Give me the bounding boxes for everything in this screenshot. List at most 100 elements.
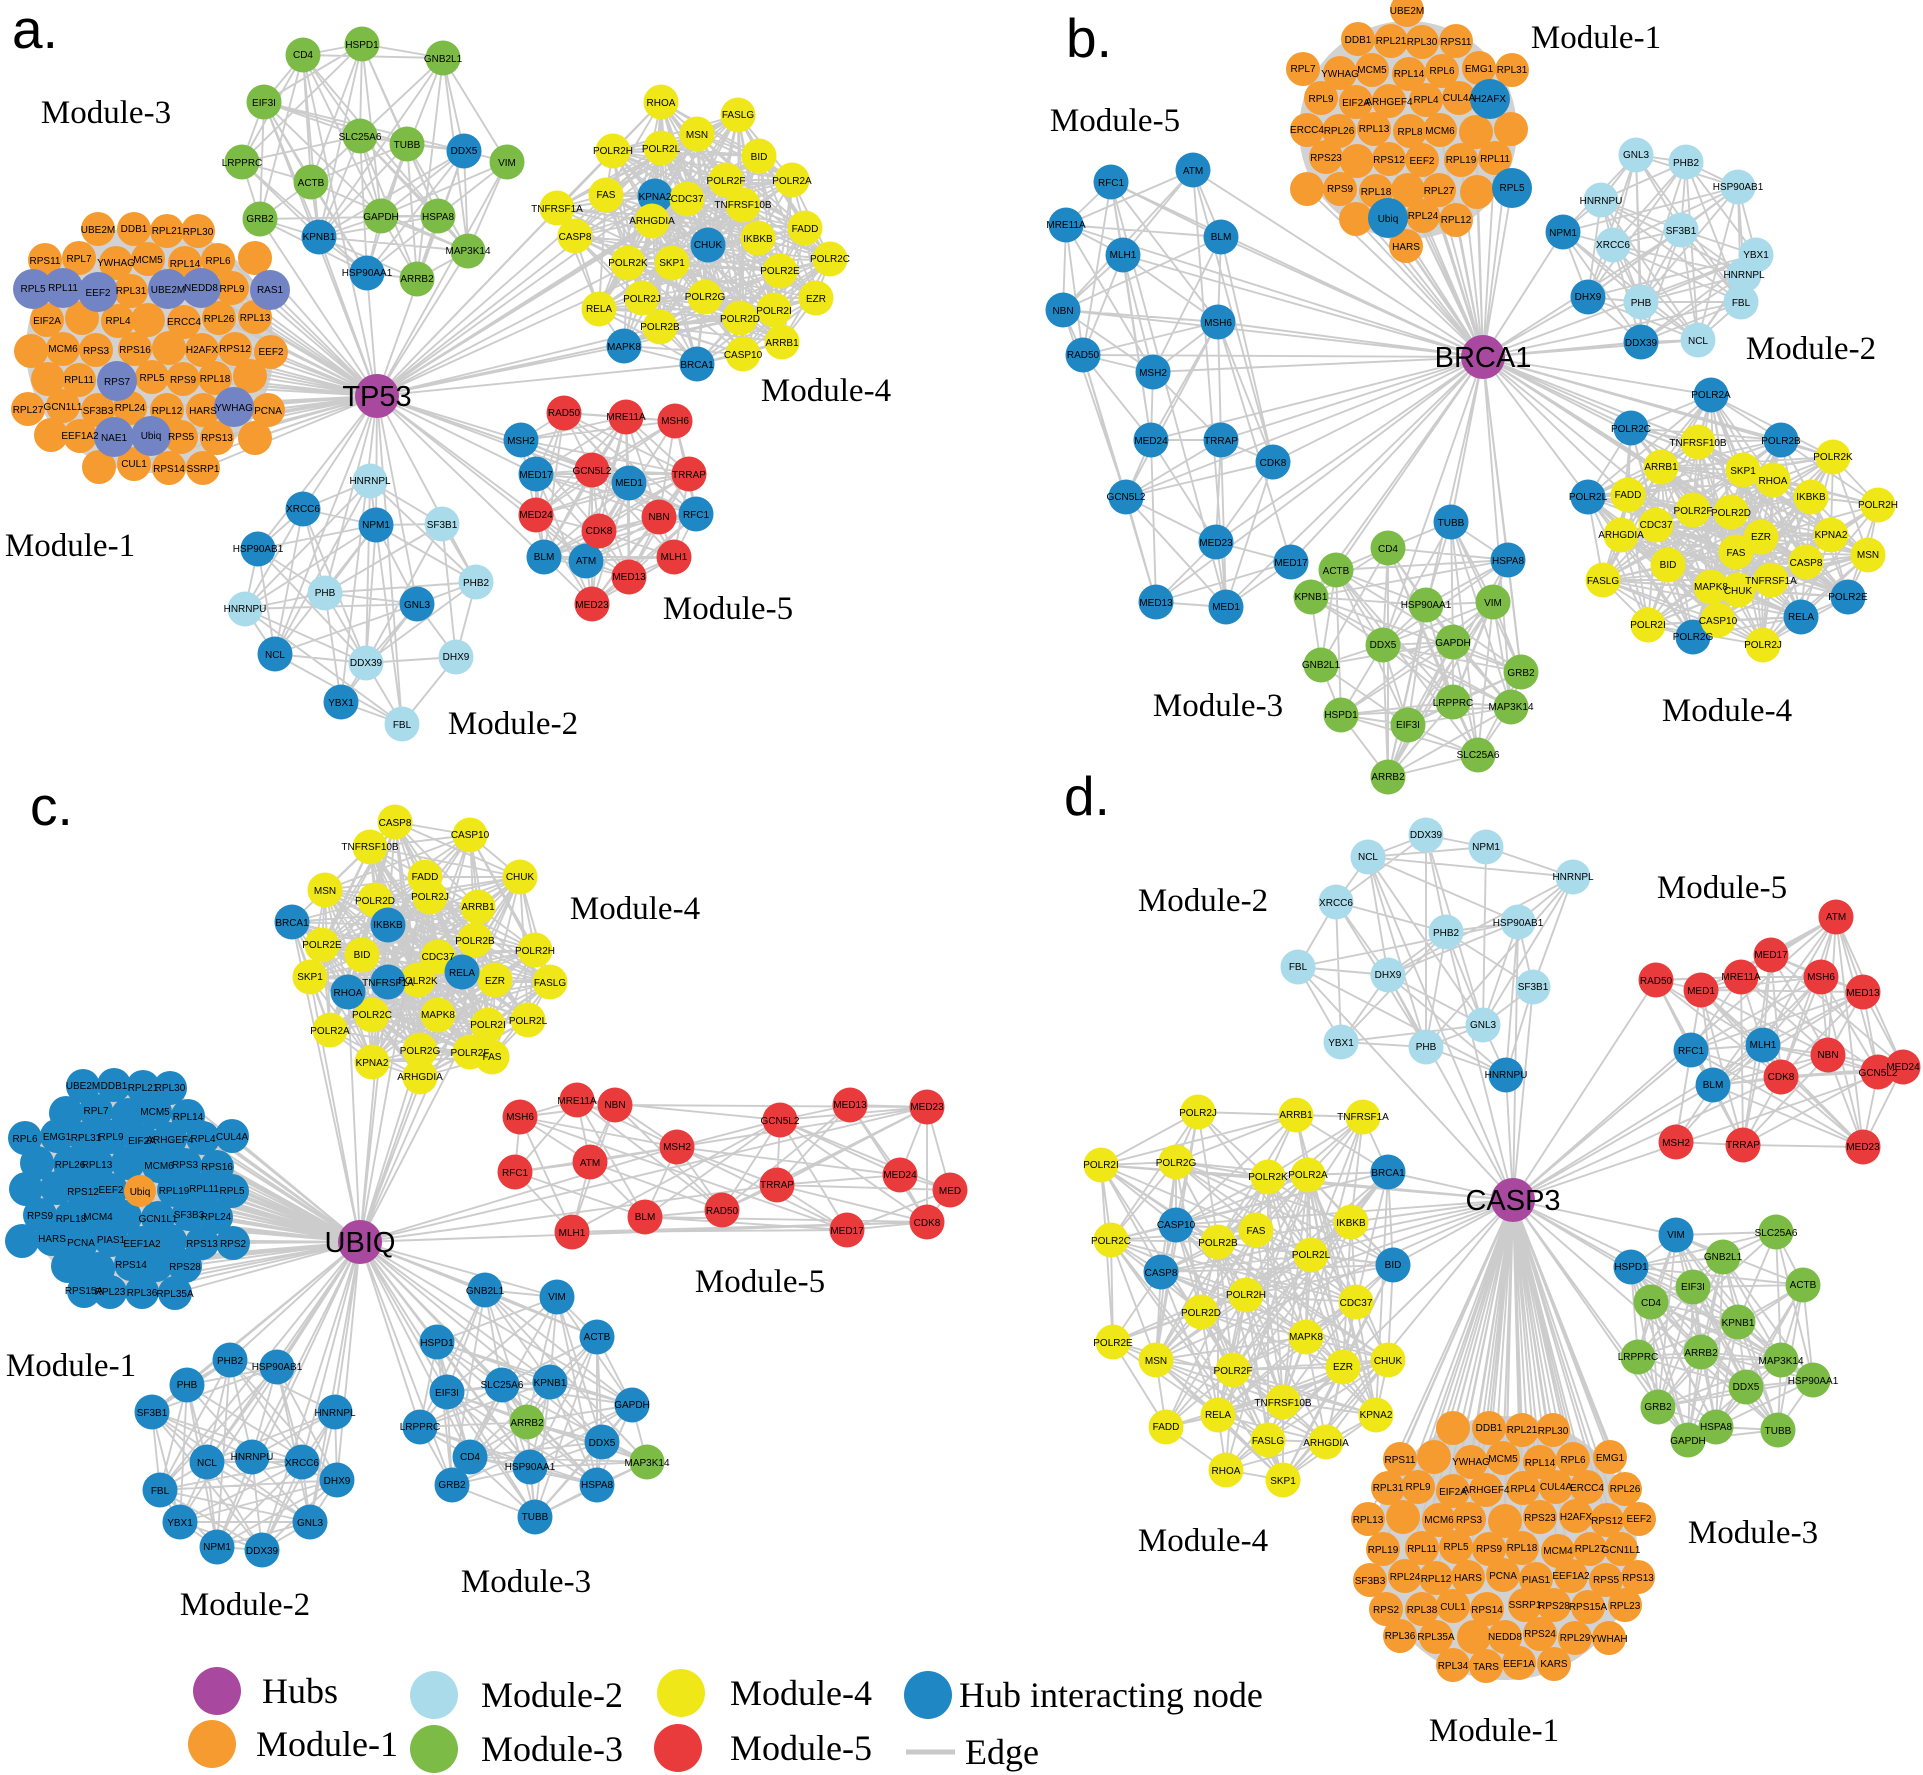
- svg-text:DHX9: DHX9: [324, 1476, 351, 1487]
- svg-text:HSP90AA1: HSP90AA1: [1788, 1376, 1839, 1387]
- svg-text:RPL27: RPL27: [13, 405, 44, 416]
- svg-text:H2AFX: H2AFX: [186, 345, 219, 356]
- svg-text:HNRNPU: HNRNPU: [1485, 1070, 1528, 1081]
- svg-text:RPS12: RPS12: [1373, 155, 1405, 166]
- svg-text:DDX39: DDX39: [350, 658, 383, 669]
- svg-text:CDK8: CDK8: [1768, 1072, 1795, 1083]
- svg-text:TUBB: TUBB: [522, 1512, 549, 1523]
- svg-text:RPL7: RPL7: [1290, 64, 1315, 75]
- svg-text:POLR2H: POLR2H: [593, 146, 633, 157]
- svg-text:Module-5: Module-5: [663, 591, 793, 627]
- svg-text:MED13: MED13: [612, 572, 646, 583]
- svg-text:ARRB1: ARRB1: [461, 902, 495, 913]
- svg-text:MSH6: MSH6: [661, 416, 689, 427]
- svg-text:RPS15A: RPS15A: [1569, 1602, 1608, 1613]
- svg-text:CD4: CD4: [1378, 544, 1398, 555]
- svg-text:FAS: FAS: [597, 190, 616, 201]
- svg-text:CDC37: CDC37: [422, 952, 455, 963]
- svg-text:GNL3: GNL3: [297, 1518, 324, 1529]
- svg-text:GAPDH: GAPDH: [614, 1400, 650, 1411]
- svg-text:RPS12: RPS12: [219, 344, 251, 355]
- svg-text:RPL24: RPL24: [1408, 211, 1439, 222]
- svg-text:IKBKB: IKBKB: [743, 234, 773, 245]
- svg-text:GRB2: GRB2: [1507, 668, 1535, 679]
- svg-text:MSN: MSN: [314, 886, 336, 897]
- svg-text:POLR2D: POLR2D: [720, 314, 760, 325]
- svg-text:YBX1: YBX1: [1328, 1038, 1354, 1049]
- svg-text:Ubiq: Ubiq: [1378, 214, 1399, 225]
- svg-text:CASP10: CASP10: [451, 830, 490, 841]
- svg-text:MLH1: MLH1: [1110, 250, 1137, 261]
- svg-text:HNRNPU: HNRNPU: [1580, 196, 1623, 207]
- svg-text:RPS3: RPS3: [172, 1160, 199, 1171]
- svg-text:EEF1A2: EEF1A2: [61, 431, 99, 442]
- svg-text:POLR2H: POLR2H: [1226, 1290, 1266, 1301]
- svg-text:EEF1A2: EEF1A2: [123, 1239, 161, 1250]
- svg-text:FAS: FAS: [1247, 1226, 1266, 1237]
- svg-text:EEF2: EEF2: [98, 1185, 123, 1196]
- svg-text:PIAS1: PIAS1: [97, 1235, 126, 1246]
- svg-text:GNB2L1: GNB2L1: [1704, 1252, 1743, 1263]
- svg-text:ARHGEF4: ARHGEF4: [1365, 97, 1413, 108]
- svg-text:RPL11: RPL11: [1480, 154, 1510, 165]
- svg-text:LRPPRC: LRPPRC: [222, 158, 263, 169]
- svg-text:YBX1: YBX1: [1743, 250, 1769, 261]
- svg-text:SLC25A6: SLC25A6: [481, 1380, 524, 1391]
- svg-text:VIM: VIM: [1484, 598, 1502, 609]
- svg-text:DDX5: DDX5: [451, 146, 478, 157]
- svg-text:RPL9: RPL9: [219, 284, 244, 295]
- svg-text:CHUK: CHUK: [1724, 586, 1753, 597]
- svg-text:RPL21: RPL21: [152, 226, 183, 237]
- svg-text:GCN1L1: GCN1L1: [44, 402, 83, 413]
- svg-text:RAS1: RAS1: [257, 285, 284, 296]
- svg-text:BID: BID: [1660, 560, 1677, 571]
- svg-text:Module-5: Module-5: [695, 1264, 825, 1300]
- svg-text:RPL31: RPL31: [116, 286, 147, 297]
- svg-text:DHX9: DHX9: [1375, 970, 1402, 981]
- svg-text:Module-4: Module-4: [1138, 1523, 1268, 1559]
- svg-text:IKBKB: IKBKB: [1336, 1218, 1366, 1229]
- svg-text:BRCA1: BRCA1: [275, 918, 309, 929]
- svg-text:TNFRSF10B: TNFRSF10B: [714, 200, 772, 211]
- svg-text:TUBB: TUBB: [1765, 1426, 1792, 1437]
- svg-text:CASP8: CASP8: [1790, 558, 1823, 569]
- svg-text:EIF2A: EIF2A: [1439, 1487, 1467, 1498]
- svg-text:RPL7: RPL7: [83, 1106, 108, 1117]
- svg-text:POLR2I: POLR2I: [756, 306, 792, 317]
- svg-text:MAPK8: MAPK8: [1694, 582, 1728, 593]
- svg-text:MCM6: MCM6: [1425, 126, 1455, 137]
- svg-text:NCL: NCL: [1688, 336, 1708, 347]
- svg-text:BID: BID: [354, 950, 371, 961]
- svg-text:GAPDH: GAPDH: [1670, 1436, 1706, 1447]
- svg-text:MED24: MED24: [883, 1170, 917, 1181]
- svg-text:NPM1: NPM1: [362, 520, 390, 531]
- svg-text:UBE2M: UBE2M: [151, 285, 185, 296]
- svg-text:NCL: NCL: [1358, 852, 1378, 863]
- svg-text:TRRAP: TRRAP: [1726, 1140, 1760, 1151]
- svg-text:SF3B3: SF3B3: [174, 1210, 205, 1221]
- svg-text:NEDD8: NEDD8: [1488, 1632, 1522, 1643]
- svg-text:ARRB2: ARRB2: [1371, 772, 1405, 783]
- svg-text:RPL19: RPL19: [159, 1186, 190, 1197]
- svg-text:RPS2: RPS2: [1373, 1605, 1400, 1616]
- svg-text:MRE11A: MRE11A: [606, 412, 646, 423]
- svg-text:MAPK8: MAPK8: [607, 342, 641, 353]
- svg-text:EZR: EZR: [485, 976, 505, 987]
- svg-text:MCM6: MCM6: [144, 1161, 174, 1172]
- svg-text:ARRB1: ARRB1: [765, 338, 799, 349]
- svg-text:MSH6: MSH6: [1204, 318, 1232, 329]
- svg-text:GNB2L1: GNB2L1: [424, 54, 463, 65]
- svg-text:RPL31: RPL31: [1497, 65, 1528, 76]
- svg-text:POLR2J: POLR2J: [1179, 1108, 1217, 1119]
- svg-text:SKP1: SKP1: [1730, 466, 1756, 477]
- svg-text:GCN5L2: GCN5L2: [761, 1116, 800, 1127]
- svg-text:LRPPRC: LRPPRC: [1433, 698, 1474, 709]
- svg-text:HSP90AB1: HSP90AB1: [252, 1362, 303, 1373]
- svg-text:RPL5: RPL5: [20, 284, 45, 295]
- svg-text:DDX5: DDX5: [589, 1438, 616, 1449]
- svg-text:RPS28: RPS28: [1538, 1601, 1570, 1612]
- svg-text:RPL5: RPL5: [1443, 1542, 1468, 1553]
- svg-text:MCM4: MCM4: [1543, 1546, 1573, 1557]
- svg-text:MCM5: MCM5: [140, 1107, 170, 1118]
- svg-text:MCM6: MCM6: [48, 344, 78, 355]
